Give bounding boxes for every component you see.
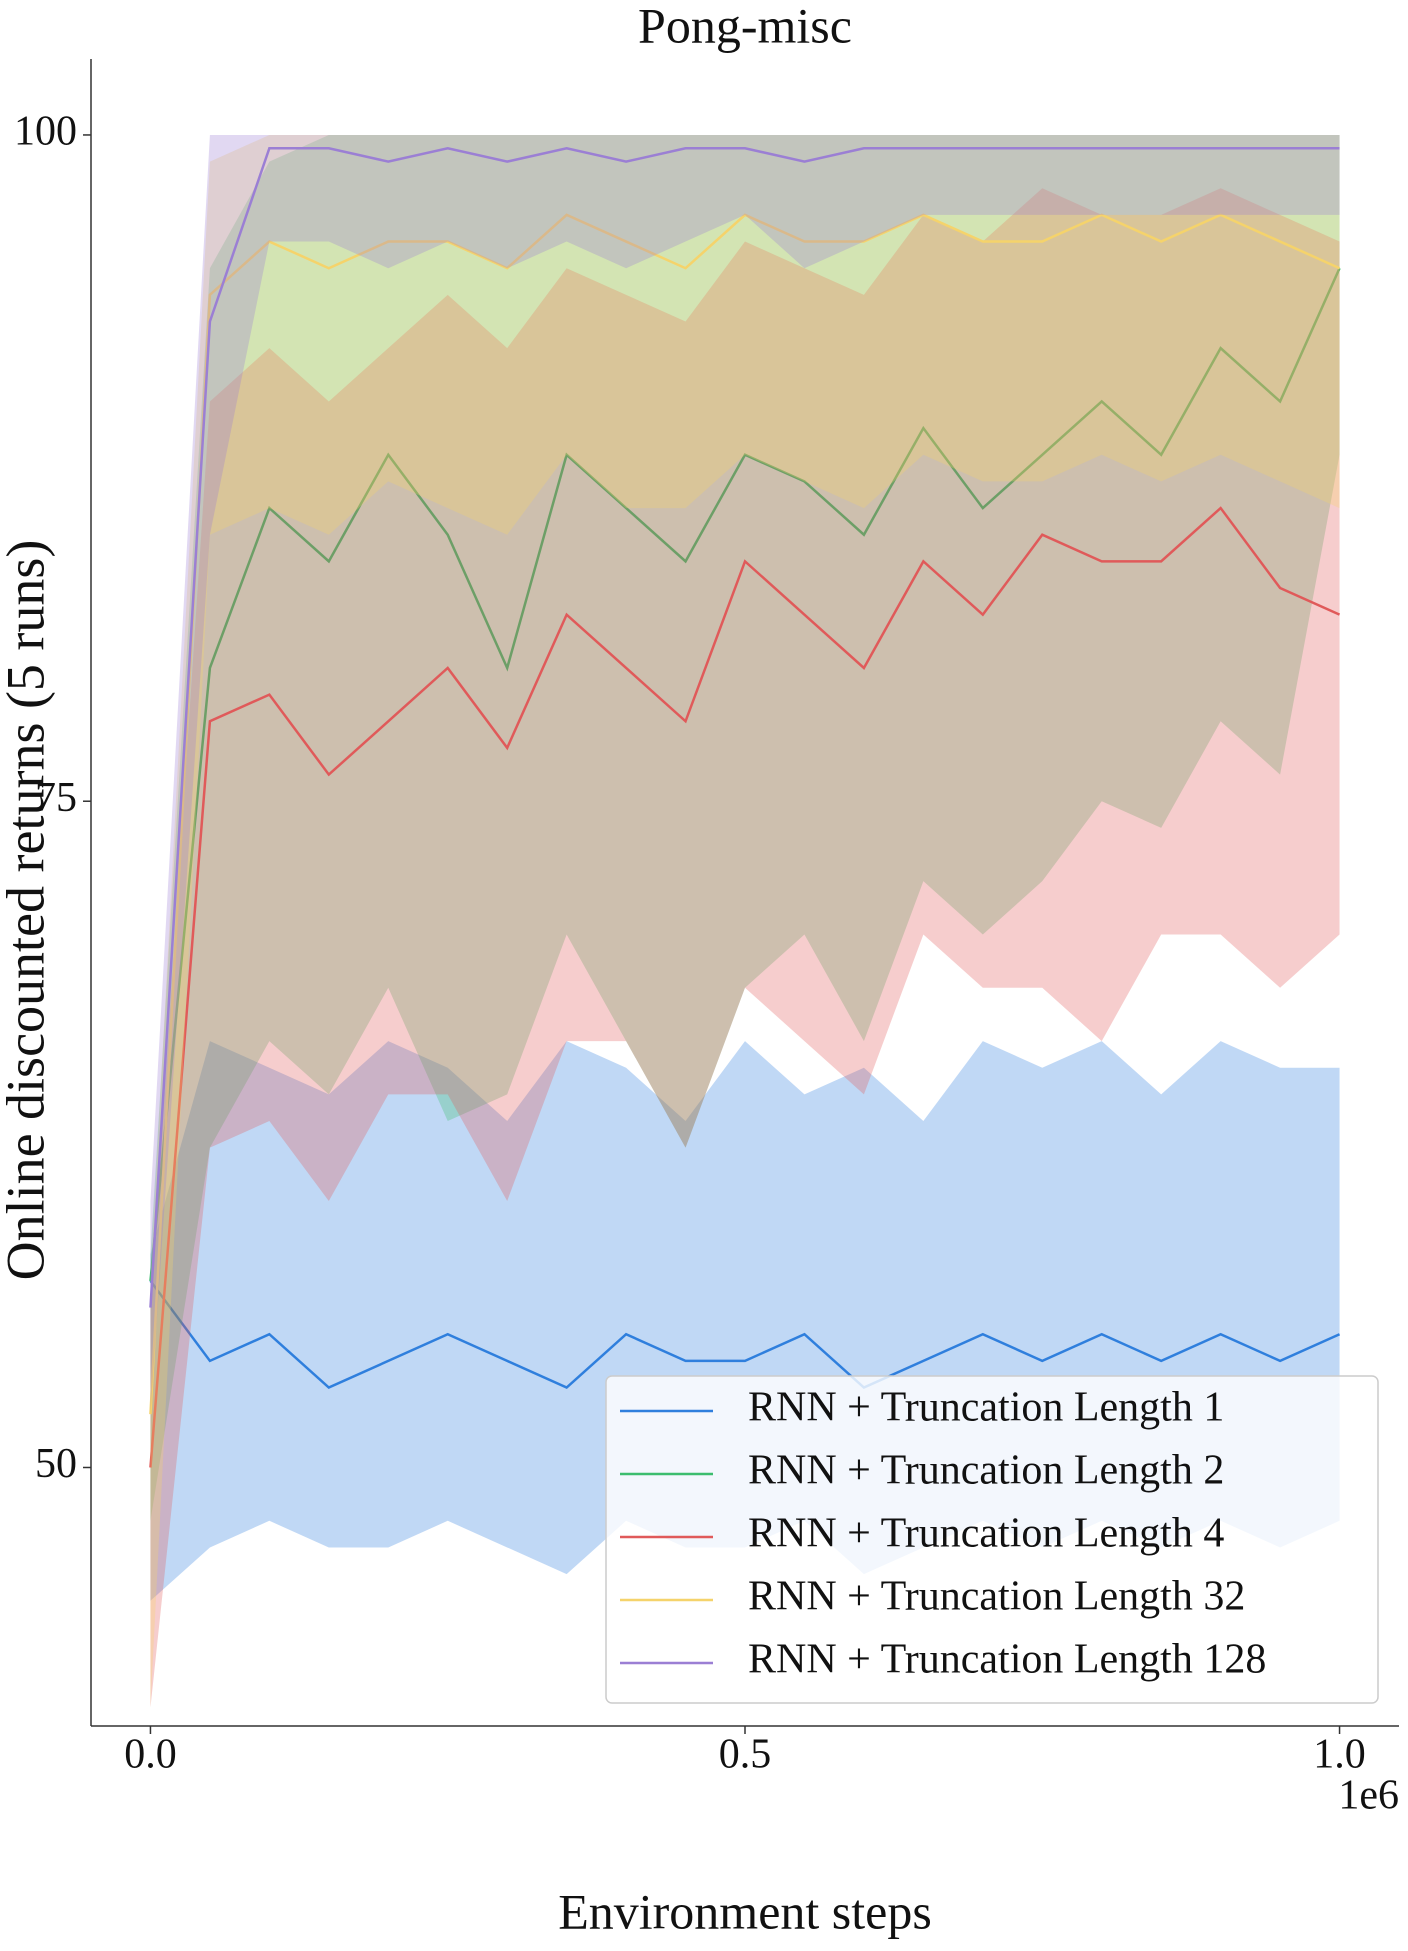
series-line — [149, 1280, 1341, 1390]
confidence-band — [150, 188, 1340, 1708]
legend: RNN + Truncation Length 1 RNN + Truncatio… — [605, 1375, 1379, 1704]
x-axis-label: Environment steps — [558, 1883, 932, 1939]
y-axis-label: Online discounted returns (5 runs) — [0, 540, 55, 1281]
chart-title: Pong-misc — [638, 0, 852, 53]
y-tick-label: 100 — [14, 109, 77, 155]
confidence-band — [150, 134, 1340, 1521]
legend-label: RNN + Truncation Length 4 — [748, 1511, 1224, 1557]
legend-label: RNN + Truncation Length 128 — [748, 1637, 1266, 1683]
x-tick-label: 0.0 — [124, 1732, 177, 1778]
series-line — [149, 146, 1340, 1308]
confidence-band — [150, 134, 1340, 1708]
y-tick-label: 50 — [35, 1441, 77, 1487]
series-line — [149, 267, 1341, 1282]
x-tick-label: 1.0 — [1313, 1732, 1366, 1778]
y-tick-label: 75 — [35, 775, 77, 821]
legend-label: RNN + Truncation Length 1 — [748, 1385, 1224, 1431]
plot-area — [149, 134, 1341, 1708]
legend-box — [605, 1375, 1379, 1704]
legend-label: RNN + Truncation Length 32 — [748, 1574, 1245, 1620]
series-line — [149, 506, 1341, 1468]
x-tick-label: 0.5 — [719, 1732, 772, 1778]
x-offset-label: 1e6 — [1338, 1773, 1399, 1819]
series-line — [149, 213, 1341, 1415]
legend-label: RNN + Truncation Length 2 — [748, 1448, 1224, 1494]
